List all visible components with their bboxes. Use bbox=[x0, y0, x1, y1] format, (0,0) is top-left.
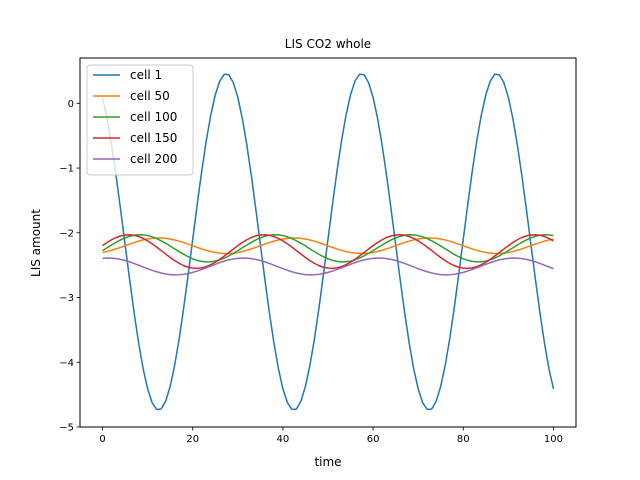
y-tick-label: −3 bbox=[59, 293, 74, 304]
y-axis: 0 −1 −2 −3 −4 −5 bbox=[59, 99, 80, 434]
legend-label: cell 50 bbox=[130, 89, 170, 103]
y-tick-label: −5 bbox=[59, 423, 74, 434]
x-tick-label: 40 bbox=[277, 434, 290, 445]
y-tick-label: −2 bbox=[59, 228, 74, 239]
x-tick-label: 60 bbox=[367, 434, 380, 445]
x-tick-label: 20 bbox=[186, 434, 199, 445]
series-line-cell-200 bbox=[102, 257, 554, 276]
series-line-cell-50 bbox=[102, 237, 554, 255]
legend-label: cell 150 bbox=[130, 131, 177, 145]
series-line-cell-1 bbox=[101, 73, 555, 411]
legend-label: cell 200 bbox=[130, 152, 177, 166]
legend-label: cell 1 bbox=[130, 68, 162, 82]
y-tick-label: 0 bbox=[68, 99, 74, 110]
legend-frame bbox=[86, 64, 194, 176]
y-tick-label: −1 bbox=[59, 164, 74, 175]
y-tick-label: −4 bbox=[59, 358, 74, 369]
x-axis-label: time bbox=[314, 455, 341, 469]
x-tick-label: 0 bbox=[99, 434, 105, 445]
plot-area bbox=[101, 73, 555, 411]
y-axis-label: LIS amount bbox=[29, 209, 43, 277]
legend: cell 1 cell 50 cell 100 cell 150 cell 200 bbox=[86, 64, 194, 176]
x-tick-label: 80 bbox=[457, 434, 470, 445]
x-axis: 0 20 40 60 80 100 bbox=[99, 427, 563, 445]
legend-label: cell 100 bbox=[130, 110, 177, 124]
chart-title: LIS CO2 whole bbox=[285, 37, 371, 51]
series-line-cell-100 bbox=[102, 234, 554, 263]
series-line-cell-150 bbox=[102, 234, 554, 270]
x-tick-label: 100 bbox=[544, 434, 563, 445]
axes-frame bbox=[79, 57, 577, 428]
